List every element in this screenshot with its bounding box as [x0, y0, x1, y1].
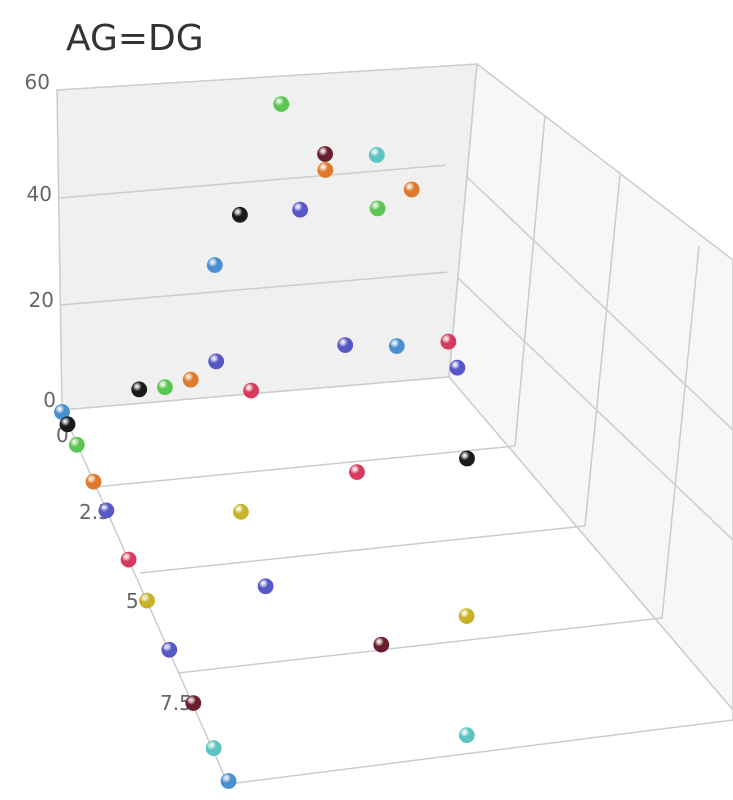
- data-point[interactable]: [185, 695, 202, 711]
- data-point[interactable]: [232, 503, 249, 520]
- side-gridline: [465, 175, 733, 431]
- side-vertical-gridline: [584, 174, 621, 527]
- data-point[interactable]: [220, 773, 237, 789]
- data-point[interactable]: [292, 201, 309, 218]
- data-point[interactable]: [208, 353, 225, 370]
- data-point[interactable]: [157, 379, 173, 396]
- data-point[interactable]: [458, 727, 475, 744]
- data-point[interactable]: [349, 464, 365, 481]
- data-point[interactable]: [403, 181, 420, 198]
- data-point[interactable]: [59, 416, 76, 433]
- data-point[interactable]: [273, 96, 290, 112]
- chart-title: AG=DG: [66, 18, 204, 59]
- data-point[interactable]: [373, 636, 390, 653]
- data-point[interactable]: [440, 333, 457, 350]
- data-point[interactable]: [243, 382, 260, 399]
- y-gridline: [60, 271, 448, 306]
- grid-lines: [58, 114, 733, 674]
- data-point[interactable]: [120, 551, 137, 568]
- y-tick-label: 60: [25, 70, 50, 94]
- data-point[interactable]: [231, 206, 248, 223]
- y-tick-label: 0: [43, 388, 56, 412]
- x-gridline: [94, 445, 516, 488]
- data-point[interactable]: [161, 641, 178, 658]
- data-point[interactable]: [131, 381, 148, 398]
- x-gridline: [177, 617, 663, 674]
- data-point[interactable]: [139, 592, 156, 609]
- y-gridline: [58, 164, 446, 199]
- y-tick-label: 40: [27, 182, 52, 206]
- data-points: [54, 96, 475, 789]
- data-point[interactable]: [98, 502, 115, 519]
- data-point[interactable]: [68, 436, 85, 453]
- x-tick-label: 5: [126, 589, 139, 613]
- data-point[interactable]: [369, 200, 386, 217]
- side-wall: [448, 62, 733, 712]
- side-vertical-gridline: [514, 114, 546, 447]
- data-point[interactable]: [449, 359, 466, 376]
- x-gridline: [139, 525, 586, 574]
- side-gridline: [457, 277, 733, 541]
- data-point[interactable]: [85, 473, 102, 490]
- y-tick-labels: 0 20 40 60: [25, 70, 56, 412]
- y-tick-label: 20: [29, 288, 54, 312]
- data-point[interactable]: [205, 740, 222, 757]
- data-point[interactable]: [182, 371, 199, 388]
- data-point[interactable]: [257, 578, 274, 595]
- side-vertical-gridline: [661, 245, 700, 619]
- data-point[interactable]: [458, 608, 475, 624]
- data-point[interactable]: [317, 162, 334, 178]
- data-point[interactable]: [459, 450, 475, 467]
- data-point[interactable]: [317, 146, 334, 162]
- floor: [60, 376, 733, 785]
- back-wall: [56, 63, 478, 411]
- data-point[interactable]: [368, 146, 385, 163]
- data-point[interactable]: [337, 337, 354, 354]
- data-point[interactable]: [388, 338, 405, 355]
- data-point[interactable]: [206, 257, 223, 274]
